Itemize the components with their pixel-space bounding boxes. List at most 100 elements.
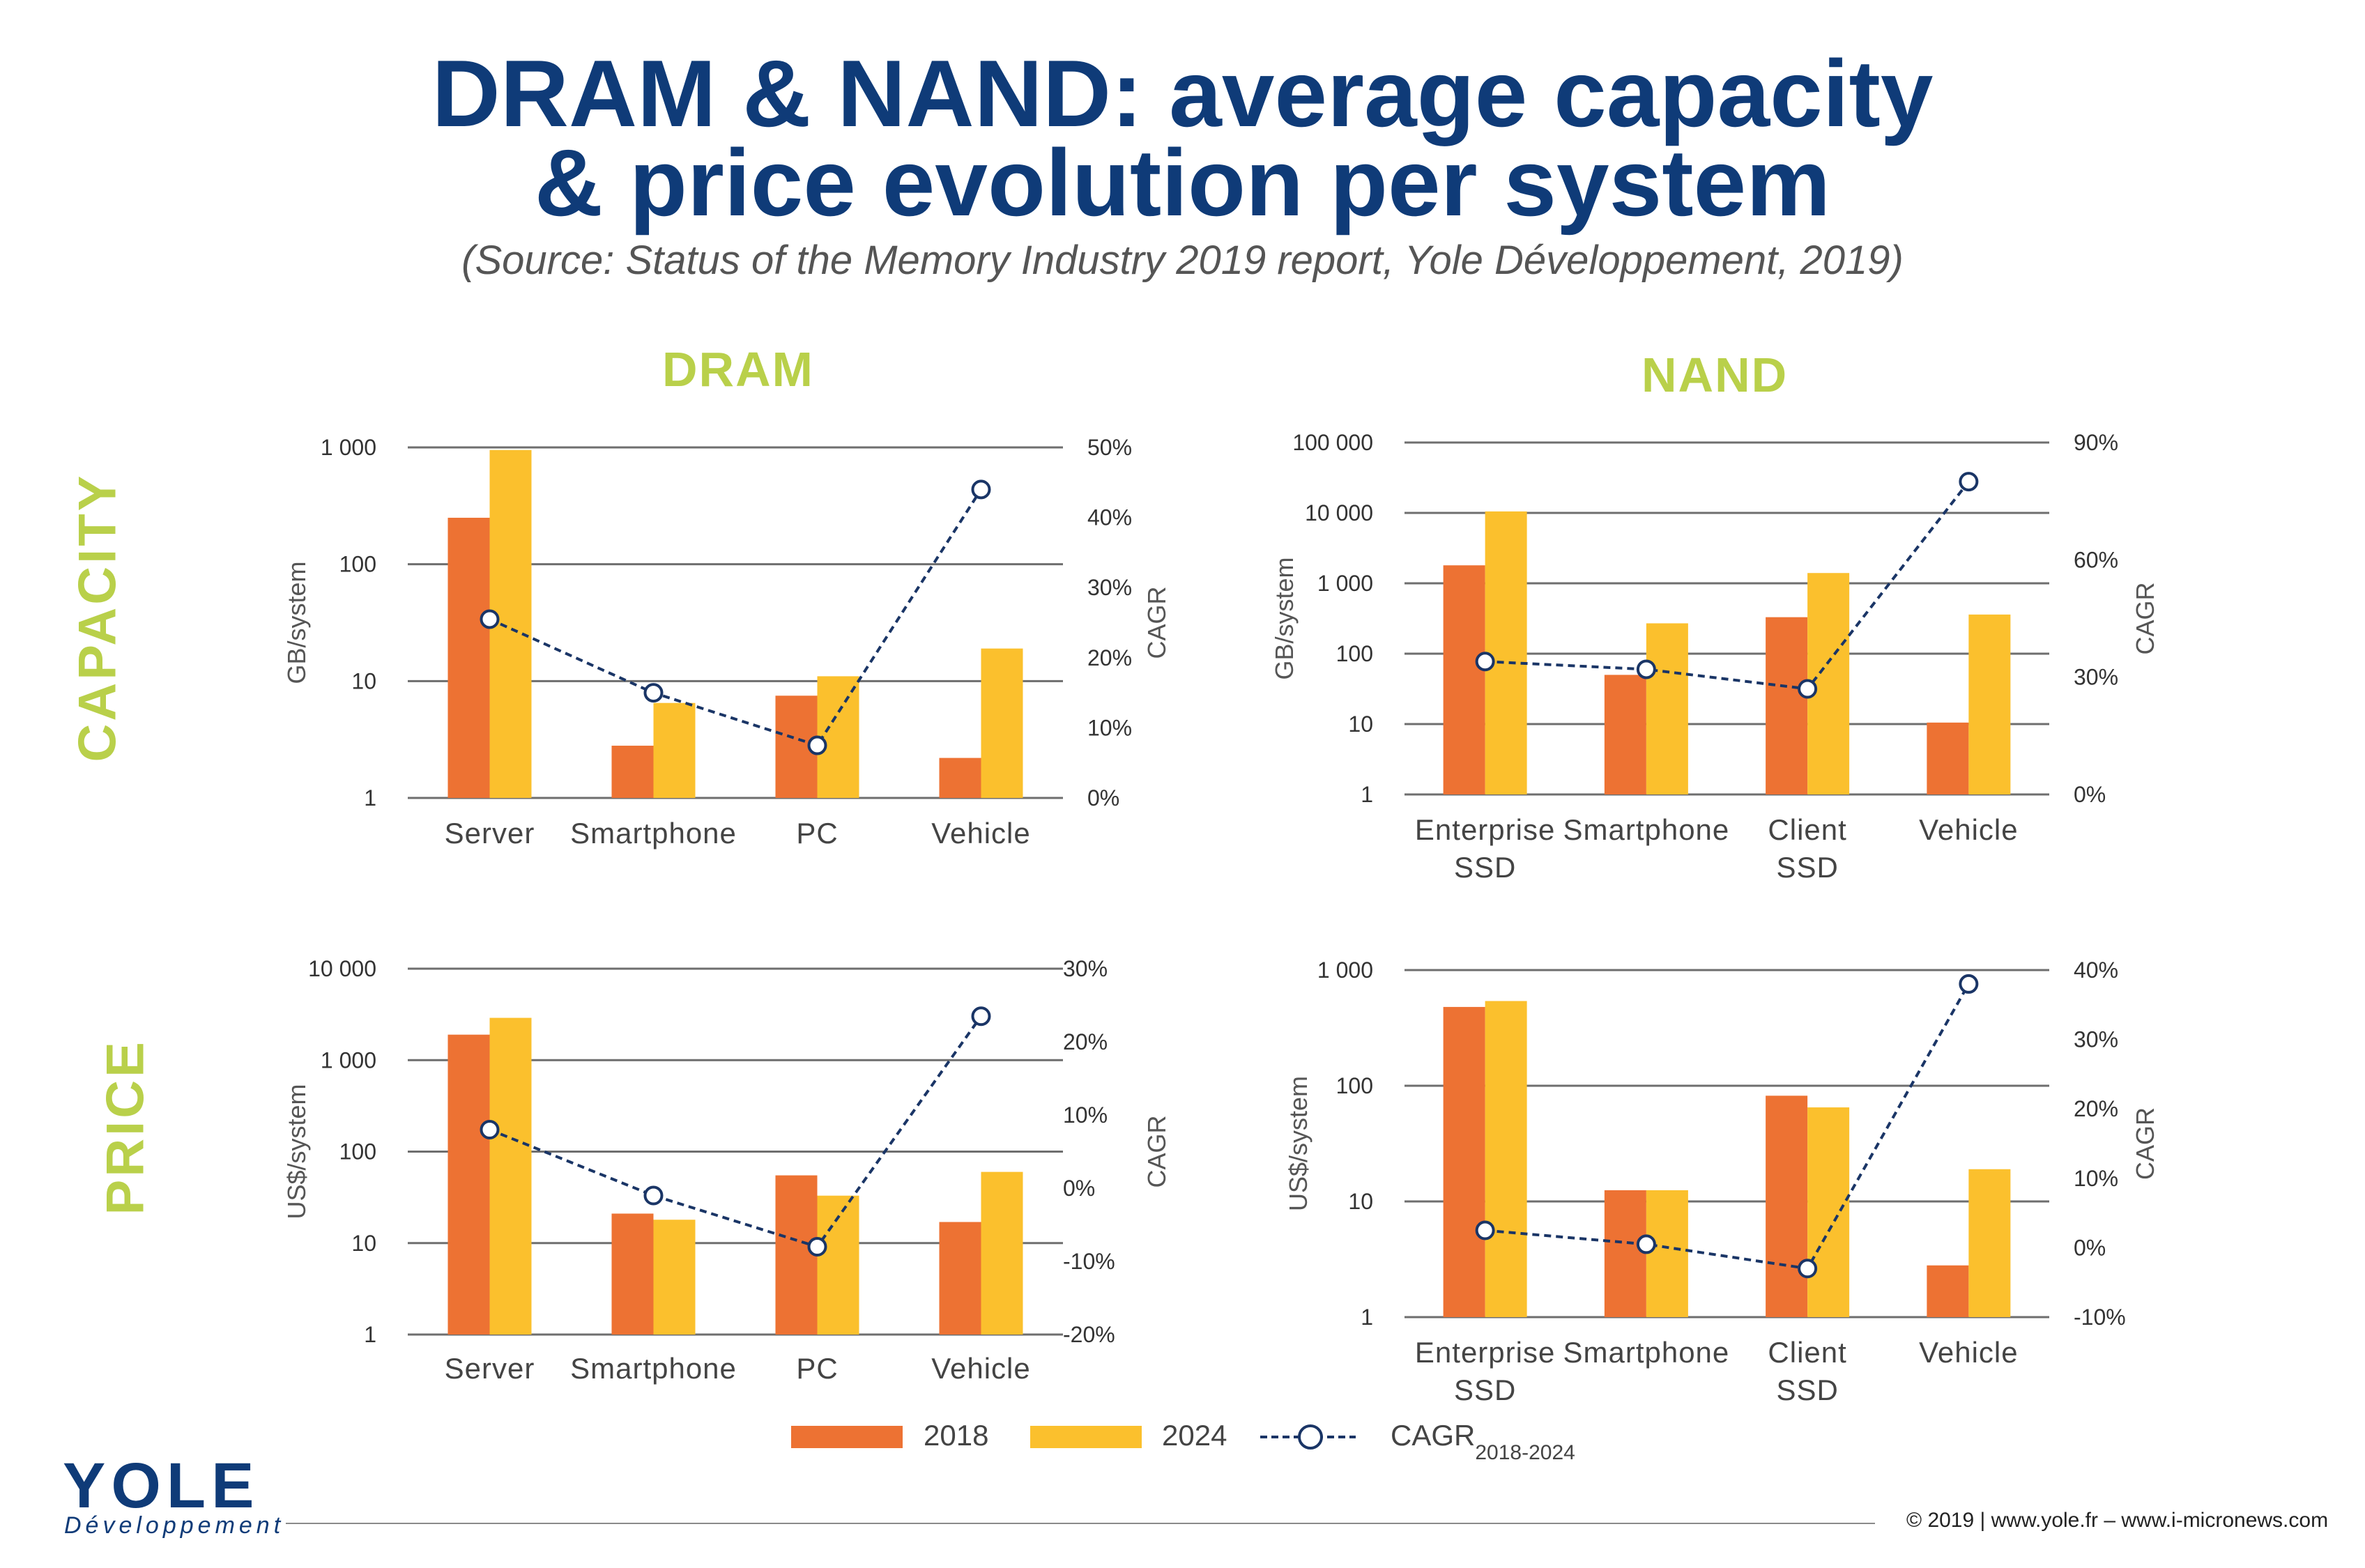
y2-tick-label: 20% <box>1087 645 1132 670</box>
bar-2024 <box>1968 1169 2011 1317</box>
cagr-point <box>807 1237 827 1256</box>
category-label: Client SSD <box>1768 813 1846 884</box>
y-tick-label: 1 000 <box>321 435 376 460</box>
category-label: Enterprise SSD <box>1415 1336 1555 1406</box>
chart-dram-price: 1 10 100 1 000 10 000 -20% -10% 0% 10% 20% 30% US$/… <box>282 956 1171 1385</box>
y2-axis-label: CAGR <box>2131 1107 2159 1180</box>
y2-tick-label: -10% <box>2074 1305 2126 1330</box>
category-label: Smartphone <box>570 1352 737 1385</box>
chart-nand-price: 1 10 100 1 000 -10% 0% 10% 20% 30% 40% US$/system C… <box>1284 958 2159 1406</box>
bar-2024 <box>817 676 859 798</box>
y2-tick-label: 40% <box>1087 505 1132 530</box>
bar-2024 <box>1968 614 2011 794</box>
category-label-line: SSD <box>1776 851 1838 884</box>
bar-2018 <box>447 517 490 798</box>
bar-2018 <box>939 1222 981 1335</box>
cagr-line <box>489 1015 983 1249</box>
bar-2018 <box>775 1175 818 1335</box>
y-tick-label: 100 <box>339 1139 376 1165</box>
y-tick-label: 1 <box>364 785 376 810</box>
legend-cagr-subscript: 2018-2024 <box>1475 1441 1575 1464</box>
cagr-point <box>1636 659 1656 679</box>
y2-tick-label: 30% <box>1063 956 1108 981</box>
y-tick-label: 1 <box>1361 782 1373 807</box>
chart-nand-capacity: 1 10 100 1 000 10 000 100 000 0% 30% 60% 90% GB/sy… <box>1270 430 2159 884</box>
cagr-point <box>1475 652 1495 672</box>
y-tick-label: 100 <box>1336 641 1373 666</box>
category-label-line: Smartphone <box>570 817 737 850</box>
y-tick-label: 1 <box>364 1322 376 1347</box>
bar-2018 <box>1766 1096 1808 1317</box>
y2-tick-label: 10% <box>2074 1166 2118 1191</box>
title-line-2: & price evolution per system <box>534 130 1831 236</box>
category-label-line: PC <box>796 817 838 850</box>
bar-2018 <box>1604 675 1646 794</box>
cagr-point <box>643 683 664 703</box>
y-axis-label: US$/system <box>282 1084 311 1219</box>
bar-2018 <box>611 746 654 798</box>
category-label: Vehicle <box>1919 1336 2018 1369</box>
section-dram: DRAM <box>662 342 814 397</box>
y-tick-label: 10 <box>1348 1189 1373 1214</box>
source-subtitle: (Source: Status of the Memory Industry 2… <box>461 238 1904 283</box>
category-label-line: Client <box>1768 813 1846 846</box>
category-label: PC <box>796 1352 838 1385</box>
legend-cagr-main: CAGR <box>1391 1419 1475 1452</box>
title-line-1: DRAM & NAND: average capacity <box>431 40 1934 146</box>
category-label: Vehicle <box>931 817 1030 850</box>
y-axis-label: US$/system <box>1284 1076 1312 1211</box>
bar-2018 <box>611 1213 654 1335</box>
y-tick-label: 100 <box>1336 1073 1373 1098</box>
legend-label-2018: 2018 <box>924 1419 988 1452</box>
footer-credit: © 2019 | www.yole.fr – www.i-micronews.c… <box>1906 1509 2329 1532</box>
y2-axis-label: CAGR <box>1142 1115 1171 1187</box>
y2-tick-label: 30% <box>1087 575 1132 600</box>
y2-tick-label: -10% <box>1063 1249 1115 1274</box>
category-label: Vehicle <box>931 1352 1030 1385</box>
cagr-point <box>480 1120 500 1139</box>
category-label-line: Smartphone <box>1563 1336 1729 1369</box>
category-label: Enterprise SSD <box>1415 813 1555 884</box>
y2-tick-label: 20% <box>2074 1096 2118 1121</box>
bar-2024 <box>489 1017 532 1335</box>
category-label: Smartphone <box>570 817 737 850</box>
y-tick-label: 100 000 <box>1292 430 1373 455</box>
category-label-line: Smartphone <box>570 1352 737 1385</box>
y-tick-label: 100 <box>339 552 376 577</box>
y-axis-label: GB/system <box>1270 557 1299 679</box>
cagr-point <box>971 1006 991 1027</box>
bar-2018 <box>1443 565 1485 794</box>
y2-tick-label: 0% <box>2074 782 2106 807</box>
cagr-line <box>1485 983 1970 1270</box>
category-label-line: Enterprise <box>1415 1336 1555 1369</box>
bar-2024 <box>1646 1190 1688 1317</box>
y2-axis-label: CAGR <box>1142 586 1171 659</box>
chart-dram-capacity: 1 10 100 1 000 0% 10% 20% 30% 40% 50% GB/system CAG… <box>282 435 1171 850</box>
bar-2018 <box>447 1034 490 1335</box>
y-tick-label: 10 000 <box>1305 500 1373 525</box>
y-tick-label: 1 000 <box>1317 571 1373 596</box>
y-tick-label: 1 <box>1361 1305 1373 1330</box>
cagr-point <box>807 735 827 755</box>
yole-logo-subtitle: Développement <box>64 1512 285 1539</box>
y-tick-label: 1 000 <box>1317 958 1373 983</box>
legend-cagr-marker <box>1298 1424 1323 1450</box>
y-axis-label: GB/system <box>282 561 311 684</box>
cagr-point <box>971 479 991 500</box>
y-tick-label: 10 000 <box>308 956 376 981</box>
category-label: PC <box>796 817 838 850</box>
category-label-line: Server <box>445 1352 535 1385</box>
bar-2024 <box>1485 1001 1527 1317</box>
category-label: Server <box>445 817 535 850</box>
cagr-line <box>1485 480 1970 691</box>
y2-tick-label: 10% <box>1063 1102 1108 1128</box>
category-label-line: Smartphone <box>1563 813 1729 846</box>
y2-tick-label: 0% <box>2074 1235 2106 1260</box>
cagr-point <box>1475 1220 1495 1240</box>
bar-2024 <box>981 648 1023 798</box>
cagr-point <box>480 609 500 629</box>
y2-tick-label: 40% <box>2074 958 2118 983</box>
category-label-line: SSD <box>1454 1374 1516 1406</box>
category-label-line: Vehicle <box>1919 813 2018 846</box>
